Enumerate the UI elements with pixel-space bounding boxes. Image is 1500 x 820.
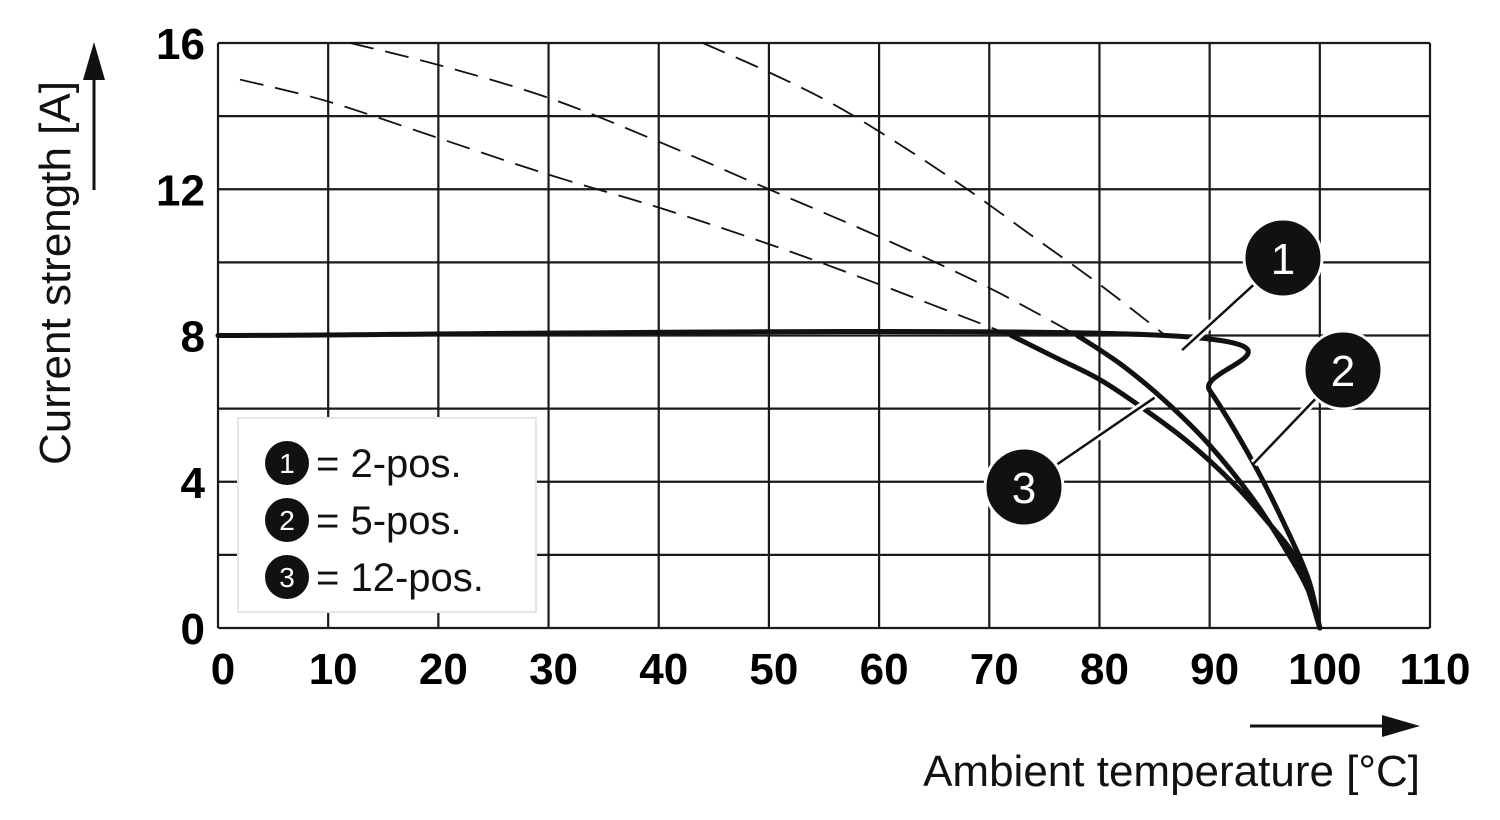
callout-badge-number: 3 bbox=[1012, 464, 1036, 513]
dashed-curve-3 bbox=[239, 78, 1012, 337]
legend-label-2: = 5-pos. bbox=[316, 499, 462, 543]
dashed-curve-1 bbox=[702, 42, 1167, 337]
legend-label-1: = 2-pos. bbox=[316, 442, 462, 486]
x-tick-label: 80 bbox=[1080, 645, 1129, 694]
y-tick-label: 16 bbox=[156, 20, 205, 69]
x-tick-label: 20 bbox=[419, 645, 468, 694]
legend-marker-2 bbox=[265, 498, 309, 542]
dashed-curve-2 bbox=[350, 42, 1078, 337]
legend-label-3: = 12-pos. bbox=[316, 556, 484, 600]
legend-marker-number: 3 bbox=[279, 562, 295, 593]
x-tick-label: 50 bbox=[749, 645, 798, 694]
legend-marker-1 bbox=[265, 441, 309, 485]
legend-marker-number: 1 bbox=[279, 448, 295, 479]
x-tick-label: 100 bbox=[1288, 645, 1361, 694]
callout-badge-number: 1 bbox=[1271, 235, 1295, 284]
x-axis-arrowhead bbox=[1382, 715, 1420, 737]
x-tick-label: 10 bbox=[309, 645, 358, 694]
x-tick-label: 0 bbox=[211, 645, 235, 694]
x-tick-label: 30 bbox=[529, 645, 578, 694]
callout-badge-1 bbox=[1242, 217, 1324, 299]
x-axis-title-group: Ambient temperature [°C] bbox=[923, 715, 1420, 796]
y-tick-label: 0 bbox=[181, 605, 205, 654]
x-tick-label: 90 bbox=[1190, 645, 1239, 694]
x-tick-label: 110 bbox=[1400, 645, 1471, 694]
callout-badge-number: 2 bbox=[1331, 347, 1355, 396]
y-tick-label: 4 bbox=[181, 459, 206, 508]
derating-curve-1 bbox=[215, 328, 1323, 631]
y-tick-label: 12 bbox=[156, 166, 205, 215]
x-tick-label: 70 bbox=[970, 645, 1019, 694]
curves bbox=[215, 42, 1323, 631]
y-axis-title: Current strength [A] bbox=[31, 81, 80, 465]
x-tick-label: 60 bbox=[860, 645, 909, 694]
legend-marker-3 bbox=[265, 555, 309, 599]
y-tick-label: 8 bbox=[181, 313, 205, 362]
x-tick-label: 40 bbox=[639, 645, 688, 694]
y-axis-arrowhead bbox=[83, 42, 105, 80]
callout-badge-3 bbox=[983, 446, 1065, 528]
y-axis-title-group: Current strength [A] bbox=[31, 42, 105, 465]
grid bbox=[216, 41, 1432, 630]
legend: 1 = 2-pos. 2 = 5-pos. 3 = 12-pos. bbox=[237, 417, 537, 613]
curve-callouts: 1 2 3 bbox=[983, 217, 1384, 528]
derating-curve-3 bbox=[1008, 333, 1323, 631]
callout-badge-2 bbox=[1302, 329, 1384, 411]
legend-marker-number: 2 bbox=[279, 505, 295, 536]
x-axis-title: Ambient temperature [°C] bbox=[923, 747, 1420, 796]
